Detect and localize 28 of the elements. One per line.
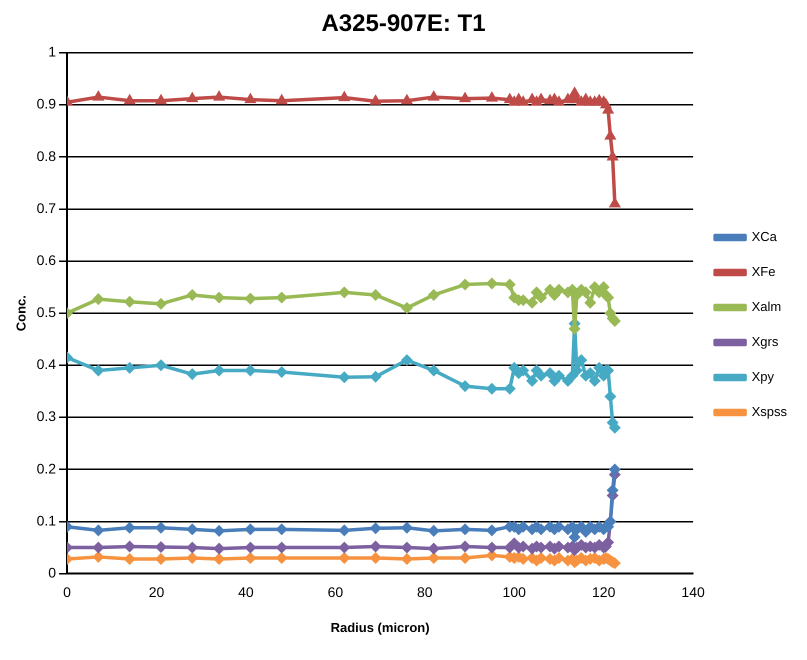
chart-title: A325-907E: T1 bbox=[321, 10, 486, 38]
x-tick-label: 140 bbox=[681, 584, 705, 600]
legend-label: Xpy bbox=[752, 369, 774, 384]
y-tick-label: 0.6 bbox=[36, 252, 56, 268]
x-axis-title: Radius (micron) bbox=[330, 620, 430, 635]
y-tick-label: 0.5 bbox=[36, 304, 56, 320]
x-tick-label: 0 bbox=[63, 584, 72, 600]
x-tick-label: 80 bbox=[417, 584, 433, 600]
y-tick-label: 0.8 bbox=[36, 148, 56, 164]
legend-label: Xalm bbox=[752, 299, 782, 314]
x-tick-label: 60 bbox=[328, 584, 344, 600]
y-tick-label: 0.9 bbox=[36, 96, 56, 112]
x-tick-label: 40 bbox=[238, 584, 254, 600]
legend-label: Xspss bbox=[752, 404, 788, 420]
legend-label: XCa bbox=[752, 229, 778, 244]
y-tick-label: 1 bbox=[48, 44, 56, 60]
y-tick-label: 0.1 bbox=[36, 512, 56, 528]
y-axis-title: Conc. bbox=[13, 295, 28, 332]
legend-label: Xgrs bbox=[752, 334, 779, 350]
x-tick-label: 100 bbox=[502, 584, 526, 600]
y-tick-label: 0.3 bbox=[36, 408, 56, 424]
y-tick-label: 0.2 bbox=[36, 460, 56, 476]
x-tick-label: 120 bbox=[592, 584, 616, 600]
y-tick-label: 0.7 bbox=[36, 200, 56, 216]
x-tick-label: 20 bbox=[148, 584, 164, 600]
y-tick-label: 0 bbox=[48, 564, 56, 580]
y-tick-label: 0.4 bbox=[36, 356, 56, 372]
legend-label: XFe bbox=[752, 264, 776, 280]
